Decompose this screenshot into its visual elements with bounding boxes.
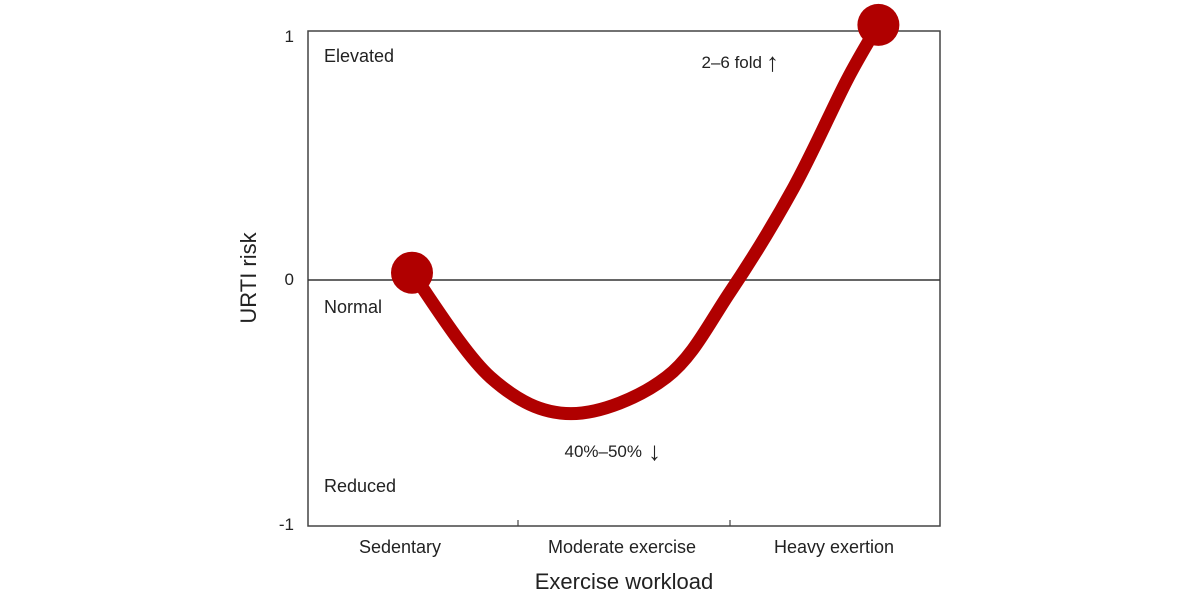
heavy-exertion-point-marker: [857, 3, 900, 46]
trough-annotation-text: 40%–50%: [564, 442, 642, 461]
x-tick-label-sedentary: Sedentary: [359, 537, 441, 557]
y-tick-label-bottom: -1: [279, 515, 294, 534]
plot-frame: [307, 30, 941, 527]
sedentary-point-marker: [391, 251, 433, 294]
y-tick-label-top: 1: [285, 27, 294, 46]
down-arrow-icon: ↓: [648, 436, 661, 466]
region-label-elevated: Elevated: [324, 46, 394, 66]
region-label-normal: Normal: [324, 297, 382, 317]
peak-annotation-text: 2–6 fold: [702, 53, 763, 72]
x-axis-label: Exercise workload: [535, 569, 714, 594]
x-tick-label-moderate-exercise: Moderate exercise: [548, 537, 696, 557]
x-tick-label-heavy-exertion: Heavy exertion: [774, 537, 894, 557]
up-arrow-icon: ↑: [766, 47, 779, 77]
region-label-reduced: Reduced: [324, 476, 396, 496]
y-tick-label-zero: 0: [285, 270, 294, 289]
risk-curve-line: [405, 18, 885, 421]
y-axis-label: URTI risk: [236, 231, 261, 323]
